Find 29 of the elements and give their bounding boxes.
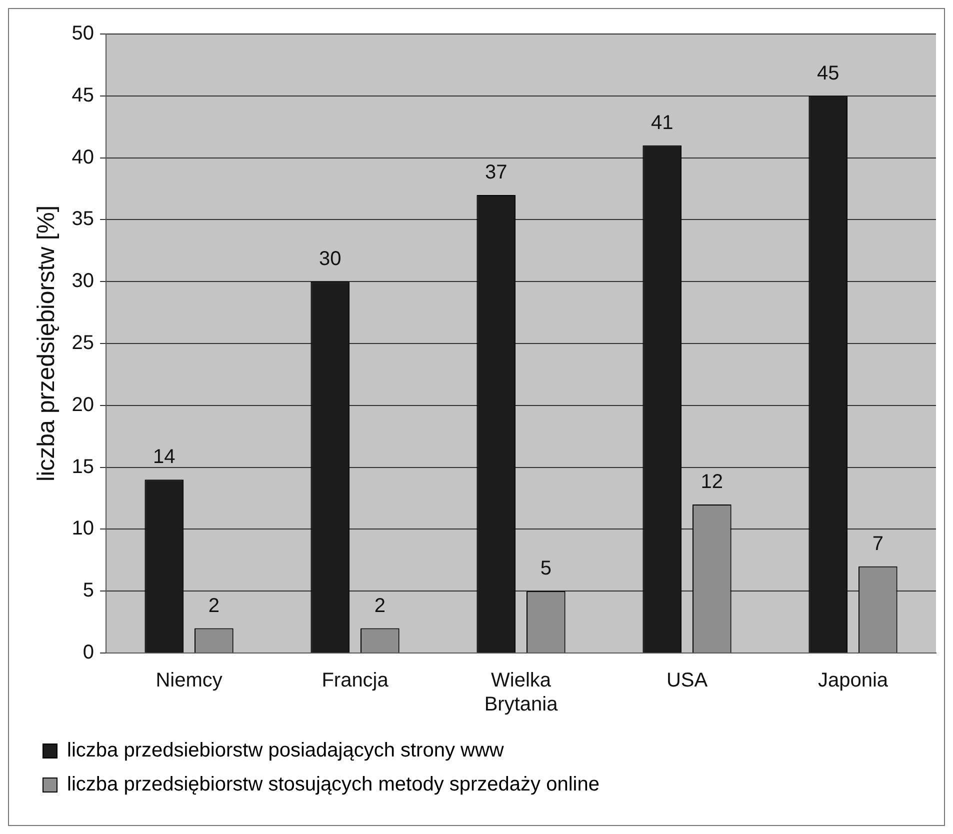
x-tick-label: Wielka Brytania xyxy=(484,670,559,716)
x-tick-label: Japonia xyxy=(818,670,889,692)
x-tick-label: Francja xyxy=(322,670,390,692)
data-label: 2 xyxy=(208,594,220,617)
y-tick-label: 15 xyxy=(72,456,94,478)
y-tick-label: 0 xyxy=(82,642,94,664)
y-tick-label: 10 xyxy=(72,518,94,540)
y-tick-label: 45 xyxy=(72,84,94,106)
data-label: 41 xyxy=(650,112,674,134)
y-tick-label: 40 xyxy=(72,146,94,168)
data-label: 37 xyxy=(485,161,508,184)
data-label: 12 xyxy=(700,470,724,493)
legend-label: liczba przedsiębiorstw stosujących metody sprzedaży online xyxy=(67,774,600,796)
y-tick-label: 25 xyxy=(72,332,94,354)
data-label: 14 xyxy=(153,446,176,468)
data-label: 30 xyxy=(319,248,342,270)
x-tick-label: USA xyxy=(666,670,708,692)
data-label: 5 xyxy=(540,558,552,580)
data-label: 2 xyxy=(374,594,386,617)
y-tick-label: 20 xyxy=(72,394,94,416)
x-tick-label: Niemcy xyxy=(156,670,222,692)
y-tick-label: 5 xyxy=(82,580,94,602)
data-label: 7 xyxy=(872,532,884,555)
legend-label: liczba przedsiebiorstw posiadających strony www xyxy=(67,740,504,762)
data-label: 45 xyxy=(816,62,840,84)
y-axis-title: liczba przedsiębiorstw [%] xyxy=(33,205,60,482)
y-tick-label: 35 xyxy=(72,208,94,230)
y-tick-label: 50 xyxy=(72,22,94,45)
y-tick-label: 30 xyxy=(72,270,94,292)
